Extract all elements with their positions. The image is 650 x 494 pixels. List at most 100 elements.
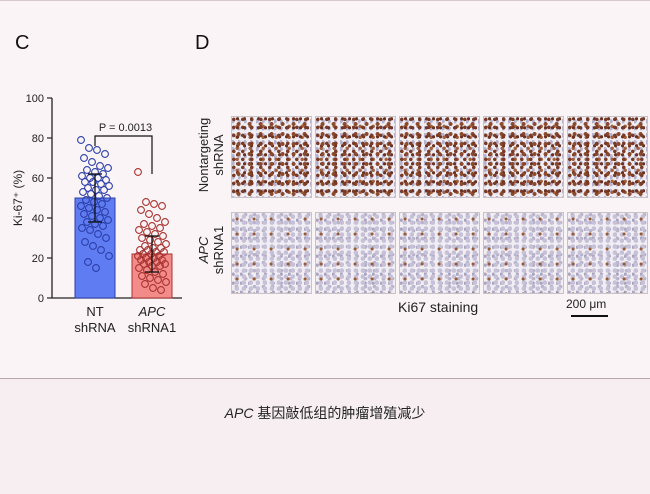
nontargeting-micrograph-2 xyxy=(315,116,396,198)
data-point xyxy=(146,274,154,282)
data-point xyxy=(154,238,162,246)
panel-d-letter: D xyxy=(195,32,210,54)
data-point xyxy=(87,190,95,198)
data-point xyxy=(82,196,90,204)
apc-micrograph-2 xyxy=(315,212,396,294)
data-point xyxy=(83,166,91,174)
data-point xyxy=(93,146,101,154)
data-point xyxy=(97,246,105,254)
category-label-line2: shRNA1 xyxy=(128,320,176,335)
data-point xyxy=(78,224,86,232)
data-point xyxy=(161,260,169,268)
data-point xyxy=(162,278,170,286)
data-point xyxy=(162,240,170,248)
row-label-nontargeting: Nontargeting shRNA xyxy=(196,110,226,200)
data-point xyxy=(101,150,109,158)
y-tick-label: 20 xyxy=(32,253,44,265)
data-point xyxy=(85,144,93,152)
data-point xyxy=(135,226,143,234)
top-border xyxy=(0,0,650,1)
data-point xyxy=(154,276,162,284)
data-point xyxy=(85,204,93,212)
row-label-nontargeting-line1: Nontargeting xyxy=(196,117,211,193)
data-point xyxy=(98,200,106,208)
data-point xyxy=(137,206,145,214)
data-point xyxy=(143,228,151,236)
data-point xyxy=(77,136,85,144)
apc-micrograph-3 xyxy=(399,212,480,294)
data-point xyxy=(138,272,146,280)
data-point xyxy=(150,200,158,208)
category-label-line2: shRNA xyxy=(74,320,116,335)
data-point xyxy=(92,186,100,194)
scale-bar-label: 200 μm xyxy=(566,297,607,311)
data-point xyxy=(89,178,97,186)
data-point xyxy=(81,238,89,246)
data-point xyxy=(79,188,87,196)
nontargeting-micrograph-4 xyxy=(483,116,564,198)
data-point xyxy=(158,202,166,210)
data-point xyxy=(92,264,100,272)
row-label-apc-line2: shRNA1 xyxy=(211,225,226,275)
data-point xyxy=(156,262,164,270)
apc-micrograph-5 xyxy=(567,212,648,294)
y-axis-label: Ki-67⁺ (%) xyxy=(11,170,25,226)
panel-c-letter: C xyxy=(15,32,30,54)
data-point xyxy=(96,162,104,170)
data-point xyxy=(140,260,148,268)
y-tick-label: 60 xyxy=(32,173,44,185)
data-point xyxy=(156,224,164,232)
data-point xyxy=(84,258,92,266)
data-point xyxy=(157,286,165,294)
data-point xyxy=(103,194,111,202)
data-point xyxy=(77,202,85,210)
data-point xyxy=(160,248,168,256)
data-point xyxy=(80,154,88,162)
data-point xyxy=(81,178,89,186)
y-tick-label: 80 xyxy=(32,133,44,145)
data-point xyxy=(94,230,102,238)
nontargeting-micrograph-5 xyxy=(567,116,648,198)
data-point xyxy=(104,216,112,224)
nontargeting-micrograph-1 xyxy=(231,116,312,198)
data-point xyxy=(90,198,98,206)
nontargeting-micrograph-3 xyxy=(399,116,480,198)
scale-bar xyxy=(571,315,608,317)
data-point xyxy=(134,168,142,176)
data-point xyxy=(93,206,101,214)
y-tick-label: 40 xyxy=(32,213,44,225)
row-label-apc-line1: APC xyxy=(196,236,211,264)
data-point xyxy=(148,222,156,230)
data-point xyxy=(140,220,148,228)
data-point xyxy=(149,284,157,292)
row-label-nontargeting-line2: shRNA xyxy=(211,134,226,176)
data-point xyxy=(143,266,151,274)
significance-label: P = 0.0013 xyxy=(99,122,152,134)
data-point xyxy=(105,252,113,260)
data-point xyxy=(135,264,143,272)
data-point xyxy=(151,230,159,238)
data-point xyxy=(142,198,150,206)
data-point xyxy=(159,270,167,278)
data-point xyxy=(161,218,169,226)
y-tick-label: 0 xyxy=(38,293,44,305)
caption-gene: APC xyxy=(224,405,254,421)
data-point xyxy=(99,222,107,230)
data-point xyxy=(141,280,149,288)
apc-micrograph-4 xyxy=(483,212,564,294)
figure-caption: APC 基因敲低组的肿瘤增殖减少 xyxy=(0,403,650,423)
data-point xyxy=(101,208,109,216)
staining-label: Ki67 staining xyxy=(398,299,479,315)
y-tick-label: 100 xyxy=(26,93,44,105)
data-point xyxy=(105,182,113,190)
data-point xyxy=(145,210,153,218)
data-point xyxy=(102,234,110,242)
data-point xyxy=(153,214,161,222)
data-point xyxy=(89,242,97,250)
row-label-apc: APC shRNA1 xyxy=(196,210,226,290)
data-point xyxy=(84,184,92,192)
significance-bracket xyxy=(94,135,153,174)
data-point xyxy=(86,226,94,234)
apc-micrograph-1 xyxy=(231,212,312,294)
